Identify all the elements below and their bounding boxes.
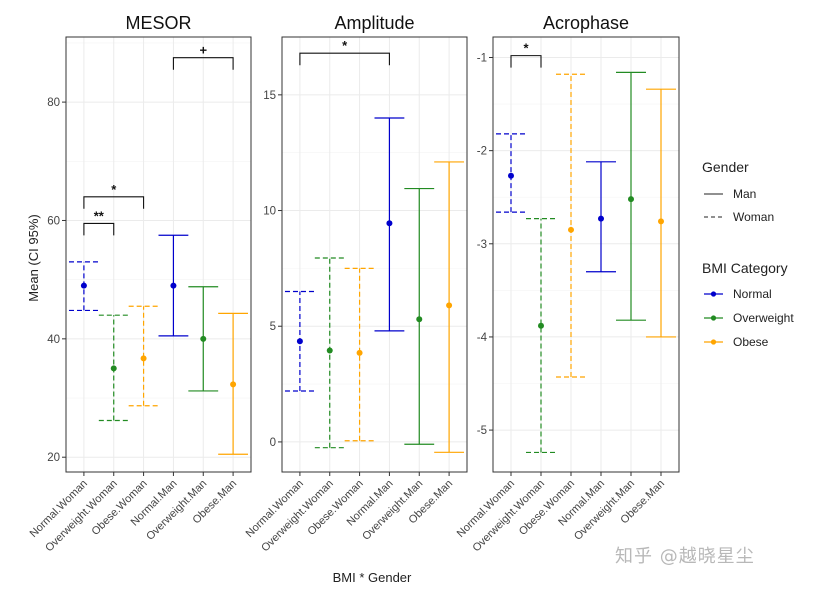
legend-normal-key-icon bbox=[704, 291, 723, 297]
mean-point bbox=[628, 196, 634, 203]
legend-bmi-title: BMI Category bbox=[702, 260, 788, 276]
mean-point bbox=[598, 215, 604, 222]
panel-title: Amplitude bbox=[334, 13, 414, 33]
errorbar-overweight-man bbox=[188, 286, 219, 392]
significance-bracket: + bbox=[172, 43, 234, 70]
mean-point bbox=[80, 282, 87, 289]
bracket-label: * bbox=[342, 38, 348, 53]
panel-amplitude: Amplitude051015Normal.WomanOverweight.Wo… bbox=[244, 13, 468, 554]
bracket-label: ** bbox=[94, 208, 105, 223]
legend-overweight-key-icon bbox=[704, 315, 723, 321]
mean-point bbox=[200, 335, 207, 342]
errorbar-normal-man bbox=[158, 234, 189, 337]
errorbar-obese-woman bbox=[344, 267, 375, 442]
legend-obese-key-icon bbox=[704, 339, 723, 345]
panel-border bbox=[492, 36, 680, 473]
bracket-label: * bbox=[523, 41, 529, 56]
mean-point bbox=[110, 365, 117, 372]
panel-background bbox=[282, 37, 467, 472]
mean-point bbox=[658, 218, 664, 225]
errorbar-obese-man bbox=[218, 312, 249, 455]
panel-border bbox=[65, 36, 252, 473]
errorbar-obese-woman bbox=[128, 305, 159, 407]
legend-normal-label: Normal bbox=[733, 287, 772, 301]
bracket-line bbox=[83, 196, 145, 209]
errorbar-normal-man bbox=[374, 117, 405, 332]
y-tick-label: -4 bbox=[477, 332, 488, 344]
bracket-line bbox=[83, 222, 115, 236]
mean-point bbox=[508, 172, 514, 179]
legend-gender-title: Gender bbox=[702, 159, 749, 175]
y-tick-label: -2 bbox=[477, 146, 487, 158]
y-tick-label: 40 bbox=[47, 334, 60, 346]
bracket-line bbox=[299, 52, 390, 66]
errorbar-normal-man bbox=[586, 161, 616, 273]
errorbar-overweight-man bbox=[616, 71, 646, 321]
y-tick-label: 60 bbox=[47, 215, 60, 227]
bracket-label: * bbox=[111, 182, 117, 197]
mean-point bbox=[386, 220, 393, 227]
errorbar-normal-woman bbox=[496, 133, 526, 213]
panel-title: MESOR bbox=[125, 13, 191, 33]
errorbar-overweight-woman bbox=[314, 257, 345, 449]
bracket-line bbox=[510, 55, 542, 68]
errorbar-normal-woman bbox=[68, 261, 99, 312]
errorbar-overweight-woman bbox=[526, 218, 556, 454]
bracket-label: + bbox=[199, 43, 207, 58]
y-tick-label: 80 bbox=[47, 97, 60, 109]
mean-point bbox=[140, 355, 147, 362]
panel-background bbox=[493, 37, 679, 472]
y-tick-label: 10 bbox=[263, 206, 276, 218]
panel-background bbox=[66, 37, 251, 472]
errorbar-overweight-man bbox=[404, 187, 435, 445]
mean-point bbox=[446, 302, 453, 309]
panels: MESOR20406080Normal.WomanOverweight.Woma… bbox=[28, 13, 680, 554]
panel-mesor: MESOR20406080Normal.WomanOverweight.Woma… bbox=[28, 13, 252, 554]
panel-acrophase: Acrophase-5-4-3-2-1Normal.WomanOverweigh… bbox=[455, 13, 680, 554]
errorbar-overweight-woman bbox=[98, 314, 129, 422]
y-tick-label: -3 bbox=[477, 239, 487, 251]
y-tick-label: -1 bbox=[477, 52, 487, 64]
mean-point bbox=[416, 316, 423, 323]
mean-point bbox=[356, 349, 363, 356]
y-tick-label: 0 bbox=[270, 437, 276, 449]
y-tick-label: 20 bbox=[47, 452, 60, 464]
legend-man-label: Man bbox=[733, 187, 756, 201]
significance-bracket: ** bbox=[83, 208, 115, 236]
mean-point bbox=[170, 282, 177, 289]
mean-point bbox=[296, 338, 303, 345]
errorbar-obese-man bbox=[646, 88, 676, 338]
panel-title: Acrophase bbox=[543, 13, 629, 33]
mean-point bbox=[326, 347, 333, 354]
y-axis-label: Mean (CI 95%) bbox=[26, 214, 41, 301]
legend-obese-label: Obese bbox=[733, 335, 769, 349]
y-tick-label: -5 bbox=[477, 425, 487, 437]
significance-bracket: * bbox=[510, 41, 542, 68]
panel-border bbox=[281, 36, 468, 473]
significance-bracket: * bbox=[299, 38, 390, 66]
significance-bracket: * bbox=[83, 182, 145, 209]
errorbar-normal-woman bbox=[284, 290, 315, 392]
y-tick-label: 5 bbox=[270, 321, 276, 333]
legend-overweight-label: Overweight bbox=[733, 311, 794, 325]
bracket-line bbox=[172, 57, 234, 70]
legend: Gender Man Woman BMI Category Normal Ove… bbox=[702, 159, 794, 349]
legend-woman-label: Woman bbox=[733, 210, 774, 224]
mean-point bbox=[230, 381, 237, 388]
y-tick-label: 15 bbox=[263, 90, 276, 102]
x-axis-label: BMI * Gender bbox=[333, 570, 412, 585]
watermark: 知乎 @越晓星尘 bbox=[615, 546, 755, 567]
mean-point bbox=[568, 226, 574, 233]
errorbar-obese-woman bbox=[556, 73, 586, 378]
mean-point bbox=[538, 322, 544, 329]
errorbar-obese-man bbox=[434, 161, 465, 453]
